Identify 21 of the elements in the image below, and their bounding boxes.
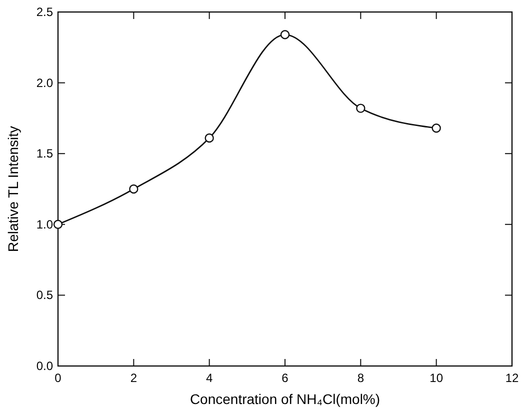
point — [204, 133, 214, 143]
y-tick-label: 0.5 — [36, 288, 54, 302]
y-tick-label: 0.0 — [36, 359, 54, 373]
point — [356, 104, 366, 113]
x-tick-label: 4 — [206, 371, 213, 385]
y-tick-label: 2.5 — [36, 5, 54, 19]
x-tick-label: 0 — [54, 371, 62, 385]
x-tick-label: 12 — [505, 371, 519, 385]
y-tick-label: 1.5 — [36, 146, 54, 161]
x-tick-label: 6 — [282, 371, 289, 385]
y-axis-title: Relative TL Intensity — [5, 126, 21, 252]
x-tick-label: 8 — [357, 371, 364, 385]
point — [129, 184, 138, 194]
point — [280, 30, 290, 40]
x-tick-label: 2 — [130, 371, 138, 385]
y-tick-label: 2.0 — [36, 76, 54, 90]
x-axis-title: Concentration of NH₄Cl(mol%) — [190, 391, 380, 407]
x-tick-label: 10 — [430, 371, 444, 385]
y-tick-label: 1.0 — [36, 217, 54, 232]
point — [53, 220, 63, 229]
point — [432, 124, 441, 133]
